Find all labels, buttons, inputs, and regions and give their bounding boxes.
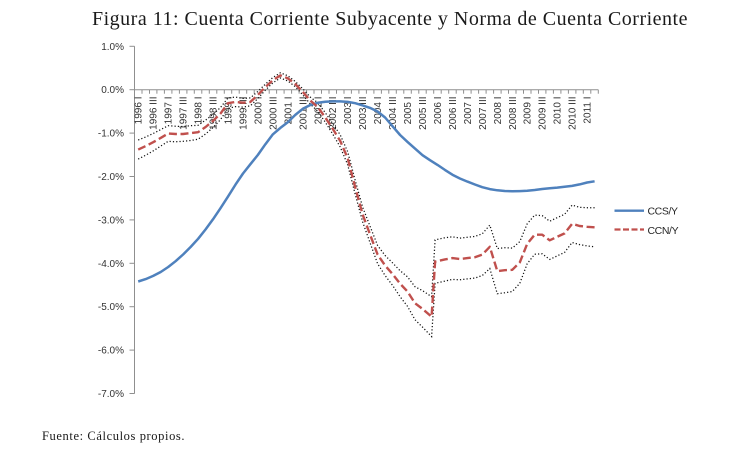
svg-text:2004 III: 2004 III bbox=[388, 97, 399, 130]
svg-text:2007 III: 2007 III bbox=[478, 97, 489, 130]
svg-text:2001 I: 2001 I bbox=[283, 97, 294, 125]
svg-text:2006 I: 2006 I bbox=[433, 97, 444, 125]
svg-text:2011 I: 2011 I bbox=[583, 97, 594, 124]
svg-text:CCN/Y: CCN/Y bbox=[648, 225, 679, 237]
svg-text:1997 I: 1997 I bbox=[164, 97, 175, 125]
svg-text:-5.0%: -5.0% bbox=[98, 302, 124, 313]
svg-text:2001 III: 2001 III bbox=[298, 97, 309, 130]
svg-text:-4.0%: -4.0% bbox=[98, 259, 124, 270]
svg-text:2005 I: 2005 I bbox=[403, 97, 414, 125]
svg-text:-1.0%: -1.0% bbox=[98, 129, 124, 140]
svg-text:-6.0%: -6.0% bbox=[98, 346, 124, 357]
svg-text:2003 III: 2003 III bbox=[358, 97, 369, 130]
svg-text:1999 I: 1999 I bbox=[224, 97, 235, 125]
svg-text:2000 III: 2000 III bbox=[268, 97, 279, 130]
svg-text:2000 I: 2000 I bbox=[253, 97, 264, 125]
svg-text:CCS/Y: CCS/Y bbox=[648, 205, 678, 217]
svg-text:1.0%: 1.0% bbox=[101, 42, 124, 53]
svg-text:Figura 11: Cuenta Corriente Su: Figura 11: Cuenta Corriente Subyacente y… bbox=[92, 8, 688, 30]
svg-text:1996 III: 1996 III bbox=[149, 97, 160, 130]
svg-text:2009 I: 2009 I bbox=[523, 97, 534, 125]
svg-text:0.0%: 0.0% bbox=[101, 85, 124, 96]
svg-text:2007 I: 2007 I bbox=[463, 97, 474, 125]
svg-text:-2.0%: -2.0% bbox=[98, 172, 124, 183]
svg-text:2002 III: 2002 III bbox=[328, 97, 339, 130]
svg-text:2009 III: 2009 III bbox=[538, 97, 549, 130]
svg-text:2006 III: 2006 III bbox=[448, 97, 459, 130]
svg-text:-3.0%: -3.0% bbox=[98, 215, 124, 226]
svg-text:Fuente: Cálculos propios.: Fuente: Cálculos propios. bbox=[42, 429, 185, 443]
svg-text:2008 III: 2008 III bbox=[508, 97, 519, 130]
svg-text:2010 III: 2010 III bbox=[568, 97, 579, 130]
svg-text:2003 I: 2003 I bbox=[343, 97, 354, 125]
svg-text:2005 III: 2005 III bbox=[418, 97, 429, 130]
svg-text:1998 I: 1998 I bbox=[194, 97, 205, 125]
svg-text:1997 III: 1997 III bbox=[179, 97, 190, 130]
svg-text:2004 I: 2004 I bbox=[373, 97, 384, 125]
svg-text:-7.0%: -7.0% bbox=[98, 389, 124, 400]
svg-text:1996 I: 1996 I bbox=[134, 97, 145, 125]
svg-text:1999 III: 1999 III bbox=[239, 97, 250, 130]
svg-text:2010 I: 2010 I bbox=[553, 97, 564, 125]
svg-text:2008 I: 2008 I bbox=[493, 97, 504, 125]
